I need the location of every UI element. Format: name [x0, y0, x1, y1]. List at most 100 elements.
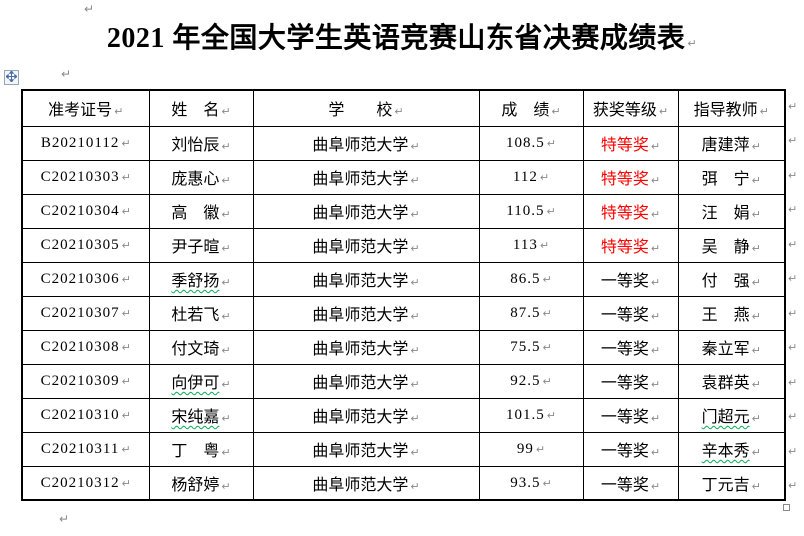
cell-teacher[interactable]: 弭 宁 ↵	[677, 159, 786, 195]
end-of-row-mark: ↵	[788, 168, 798, 182]
end-of-cell-mark: ↵	[546, 409, 556, 422]
cell-award[interactable]: 一等奖 ↵	[582, 329, 679, 365]
header-row: 准考证号 ↵ 姓 名 ↵ 学 校 ↵ 成 绩 ↵ 获奖等级 ↵ 指导教师 ↵	[21, 89, 786, 127]
table-move-handle[interactable]	[4, 69, 19, 85]
cell-name[interactable]: 季舒扬 ↵	[148, 261, 254, 297]
cell-name[interactable]: 付文琦 ↵	[148, 329, 254, 365]
col-header-teacher[interactable]: 指导教师 ↵	[677, 89, 786, 127]
cell-teacher[interactable]: 丁元吉 ↵	[677, 465, 786, 501]
cell-teacher[interactable]: 王 燕 ↵	[677, 295, 786, 331]
cell-award[interactable]: 一等奖 ↵	[582, 397, 679, 433]
cell-award[interactable]: 特等奖 ↵	[582, 227, 679, 263]
table-row: C20210306 ↵ 季舒扬 ↵ 曲阜师范大学 ↵ 86.5 ↵ 一等奖 ↵ 付 强 ↵	[21, 261, 786, 297]
cell-name[interactable]: 杨舒婷 ↵	[148, 465, 254, 501]
cell-teacher[interactable]: 唐建萍 ↵	[677, 125, 786, 161]
cell-school[interactable]: 曲阜师范大学 ↵	[252, 431, 480, 467]
cell-score[interactable]: 93.5 ↵	[478, 465, 584, 501]
cell-teacher[interactable]: 秦立军 ↵	[677, 329, 786, 365]
cell-name[interactable]: 向伊可 ↵	[148, 363, 254, 399]
cell-admission-no[interactable]: C20210309 ↵	[21, 363, 150, 399]
cell-name[interactable]: 尹子暄 ↵	[148, 227, 254, 263]
end-of-cell-mark: ↵	[410, 140, 420, 153]
page-title[interactable]: 2021 年全国大学生英语竞赛山东省决赛成绩表 ↵	[0, 16, 804, 56]
cell-school[interactable]: 曲阜师范大学 ↵	[252, 397, 480, 433]
cell-score[interactable]: 92.5 ↵	[478, 363, 584, 399]
cell-teacher[interactable]: 袁群英 ↵	[677, 363, 786, 399]
cell-name[interactable]: 庞惠心 ↵	[148, 159, 254, 195]
cell-admission-no[interactable]: C20210308 ↵	[21, 329, 150, 365]
cell-name[interactable]: 丁 粤 ↵	[148, 431, 254, 467]
cell-admission-no[interactable]: C20210306 ↵	[21, 261, 150, 297]
cell-award[interactable]: 一等奖 ↵	[582, 261, 679, 297]
cell-score[interactable]: 112 ↵	[478, 159, 584, 195]
cell-score[interactable]: 108.5 ↵	[478, 125, 584, 161]
cell-name[interactable]: 高 徽 ↵	[148, 193, 254, 229]
end-of-cell-mark: ↵	[542, 375, 552, 388]
cell-teacher[interactable]: 汪 娟 ↵	[677, 193, 786, 229]
end-of-cell-mark: ↵	[751, 310, 761, 323]
cell-school[interactable]: 曲阜师范大学 ↵	[252, 465, 480, 501]
cell-award[interactable]: 特等奖 ↵	[582, 193, 679, 229]
end-of-cell-mark: ↵	[539, 171, 550, 184]
end-of-cell-mark: ↵	[221, 140, 231, 153]
end-of-cell-mark: ↵	[759, 105, 769, 119]
end-of-cell-mark: ↵	[410, 412, 420, 425]
end-of-cell-mark: ↵	[221, 105, 231, 119]
cell-name[interactable]: 刘怡辰 ↵	[148, 125, 254, 161]
cell-score[interactable]: 110.5 ↵	[478, 193, 584, 229]
col-header-admission-no[interactable]: 准考证号 ↵	[21, 89, 150, 127]
col-header-name[interactable]: 姓 名 ↵	[148, 89, 254, 127]
cell-award[interactable]: 一等奖 ↵	[582, 431, 679, 467]
cell-school[interactable]: 曲阜师范大学 ↵	[252, 193, 480, 229]
cell-school[interactable]: 曲阜师范大学 ↵	[252, 227, 480, 263]
end-of-cell-mark: ↵	[394, 105, 404, 119]
cell-admission-no[interactable]: C20210312 ↵	[21, 465, 150, 501]
cell-score[interactable]: 101.5 ↵	[478, 397, 584, 433]
end-of-row-mark: ↵	[788, 99, 798, 113]
col-header-award[interactable]: 获奖等级 ↵	[582, 89, 679, 127]
end-of-cell-mark: ↵	[410, 276, 420, 289]
end-of-cell-mark: ↵	[121, 205, 131, 218]
end-of-cell-mark: ↵	[650, 208, 661, 221]
cell-score[interactable]: 87.5 ↵	[478, 295, 584, 331]
cell-admission-no[interactable]: C20210303 ↵	[21, 159, 150, 195]
table-resize-handle[interactable]	[783, 504, 790, 511]
cell-admission-no[interactable]: C20210307 ↵	[21, 295, 150, 331]
cell-admission-no[interactable]: C20210311 ↵	[21, 431, 150, 467]
cell-school[interactable]: 曲阜师范大学 ↵	[252, 125, 480, 161]
end-of-cell-mark: ↵	[542, 341, 552, 354]
cell-school[interactable]: 曲阜师范大学 ↵	[252, 363, 480, 399]
cell-school[interactable]: 曲阜师范大学 ↵	[252, 295, 480, 331]
cell-teacher[interactable]: 门超元 ↵	[677, 397, 786, 433]
cell-teacher[interactable]: 吴 静 ↵	[677, 227, 786, 263]
cell-admission-no[interactable]: C20210305 ↵	[21, 227, 150, 263]
results-table: 准考证号 ↵ 姓 名 ↵ 学 校 ↵ 成 绩 ↵ 获奖等级 ↵ 指导教师 ↵ B202101…	[21, 89, 786, 501]
cell-school[interactable]: 曲阜师范大学 ↵	[252, 159, 480, 195]
cell-award[interactable]: 特等奖 ↵	[582, 125, 679, 161]
cell-award[interactable]: 特等奖 ↵	[582, 159, 679, 195]
table-row: C20210305 ↵ 尹子暄 ↵ 曲阜师范大学 ↵ 113 ↵ 特等奖 ↵ 吴 静 ↵	[21, 227, 786, 263]
end-of-cell-mark: ↵	[546, 205, 556, 218]
table-row: C20210309 ↵ 向伊可 ↵ 曲阜师范大学 ↵ 92.5 ↵ 一等奖 ↵ 袁群英 ↵	[21, 363, 786, 399]
end-of-cell-mark: ↵	[751, 378, 761, 391]
cell-score[interactable]: 113 ↵	[478, 227, 584, 263]
cell-score[interactable]: 86.5 ↵	[478, 261, 584, 297]
cell-name[interactable]: 杜若飞 ↵	[148, 295, 254, 331]
cell-award[interactable]: 一等奖 ↵	[582, 363, 679, 399]
cell-school[interactable]: 曲阜师范大学 ↵	[252, 261, 480, 297]
cell-teacher[interactable]: 付 强 ↵	[677, 261, 786, 297]
cell-award[interactable]: 一等奖 ↵	[582, 465, 679, 501]
cell-admission-no[interactable]: C20210310 ↵	[21, 397, 150, 433]
cell-admission-no[interactable]: B20210112 ↵	[21, 125, 150, 161]
end-of-cell-mark: ↵	[650, 412, 661, 425]
cell-award[interactable]: 一等奖 ↵	[582, 295, 679, 331]
cell-school[interactable]: 曲阜师范大学 ↵	[252, 329, 480, 365]
cell-name[interactable]: 宋纯嘉 ↵	[148, 397, 254, 433]
cell-admission-no[interactable]: C20210304 ↵	[21, 193, 150, 229]
col-header-school[interactable]: 学 校 ↵	[252, 89, 480, 127]
col-header-score[interactable]: 成 绩 ↵	[478, 89, 584, 127]
cell-score[interactable]: 75.5 ↵	[478, 329, 584, 365]
cell-score[interactable]: 99 ↵	[478, 431, 584, 467]
end-of-row-mark: ↵	[788, 272, 798, 286]
cell-teacher[interactable]: 辛本秀 ↵	[677, 431, 786, 467]
